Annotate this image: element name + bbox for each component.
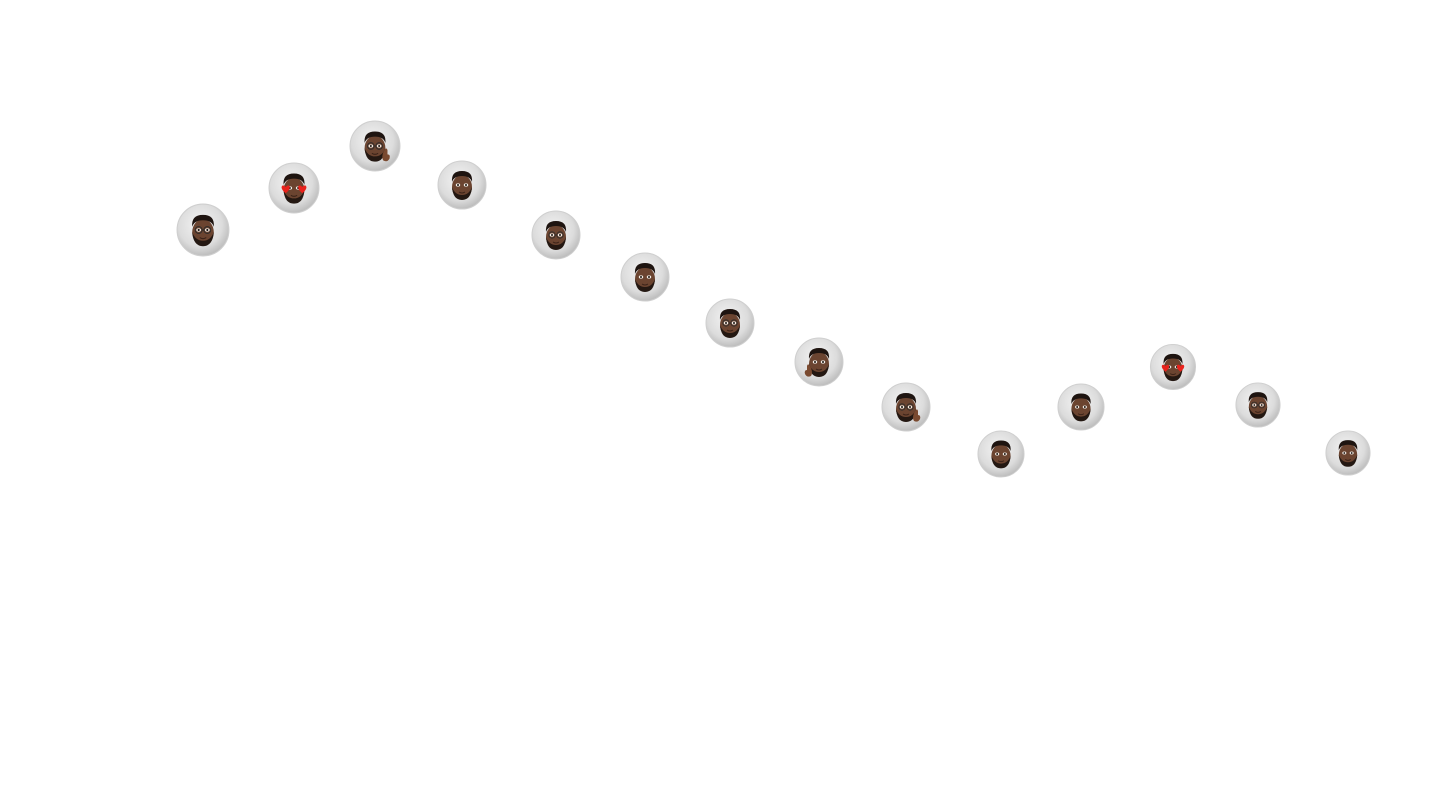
avatar — [349, 120, 401, 172]
avatar — [531, 210, 581, 260]
avatar — [1057, 383, 1105, 431]
avatar — [705, 298, 755, 348]
avatar — [977, 430, 1025, 478]
avatar — [268, 162, 320, 214]
avatar — [620, 252, 670, 302]
avatar — [1149, 343, 1197, 391]
avatar — [794, 337, 844, 387]
avatar — [437, 160, 487, 210]
avatar — [881, 382, 931, 432]
avatar — [1235, 382, 1281, 428]
avatar — [1325, 430, 1371, 476]
avatar — [176, 203, 230, 257]
